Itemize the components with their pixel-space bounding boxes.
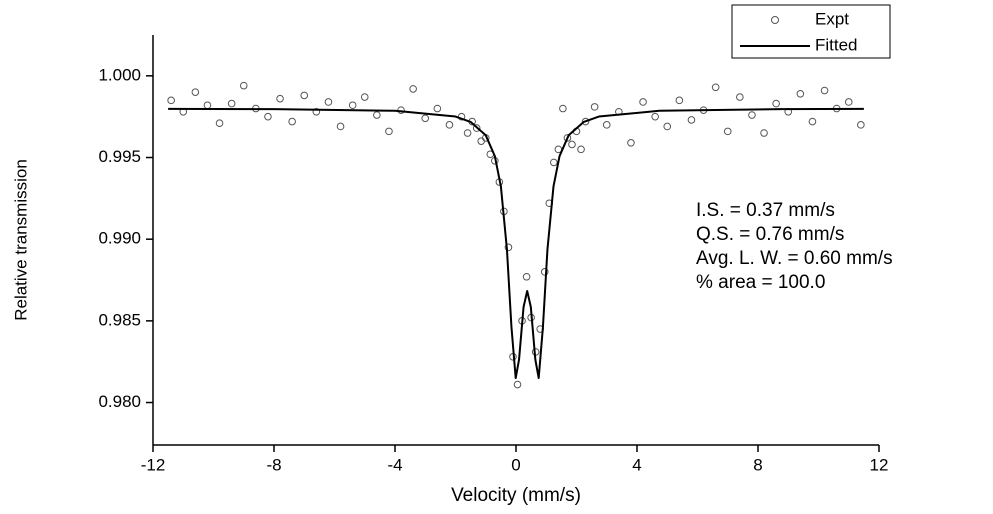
data-point — [288, 117, 296, 126]
legend-label: Expt — [815, 9, 849, 28]
data-point — [663, 122, 672, 131]
data-point — [844, 98, 853, 106]
fit-line — [168, 107, 864, 380]
data-point — [264, 112, 272, 121]
data-point — [276, 94, 284, 103]
annotation: I.S. = 0.37 mm/s — [696, 200, 835, 221]
data-point — [568, 140, 576, 149]
data-point — [191, 88, 200, 96]
data-point — [348, 101, 357, 110]
data-point — [748, 111, 756, 119]
data-point — [651, 112, 659, 121]
data-point — [820, 86, 829, 95]
data-point — [522, 272, 531, 281]
data-point — [563, 134, 572, 142]
data-point — [796, 90, 805, 98]
x-tick-label: 4 — [632, 455, 641, 474]
data-point — [463, 129, 472, 137]
data-point — [687, 116, 696, 124]
y-tick-label: 0.980 — [98, 392, 141, 411]
x-axis-label: Velocity (mm/s) — [451, 485, 581, 506]
data-point — [360, 93, 369, 101]
data-point — [760, 129, 768, 137]
data-point — [312, 107, 321, 116]
data-point — [239, 81, 248, 90]
annotation: Q.S. = 0.76 mm/s — [696, 224, 844, 245]
data-point — [577, 145, 585, 154]
data-point — [723, 127, 732, 136]
x-tick-label: -12 — [141, 455, 166, 474]
data-point — [540, 268, 549, 276]
data-point — [373, 111, 381, 119]
data-point — [772, 99, 780, 108]
x-tick-label: 8 — [753, 455, 762, 474]
y-axis-label: Relative transmission — [11, 159, 30, 321]
data-point — [385, 127, 393, 136]
data-point — [215, 119, 224, 128]
y-tick-label: 0.995 — [98, 147, 141, 166]
y-tick-label: 1.000 — [98, 65, 141, 84]
legend-box — [731, 4, 891, 59]
data-point — [590, 103, 599, 111]
data-point — [336, 122, 345, 131]
data-point — [513, 380, 522, 389]
x-tick-label: 12 — [870, 455, 889, 474]
y-tick-label: 0.990 — [98, 229, 141, 248]
legend-label: Fitted — [815, 35, 858, 54]
data-point — [504, 243, 513, 252]
data-point — [559, 104, 567, 113]
data-point — [167, 96, 175, 105]
data-point — [711, 83, 720, 92]
data-point — [433, 104, 442, 113]
x-tick-label: 0 — [511, 455, 520, 474]
legend-marker — [771, 16, 779, 24]
data-point — [550, 158, 558, 167]
data-point — [736, 93, 744, 101]
data-point — [639, 98, 647, 106]
data-point — [808, 117, 817, 126]
annotation: % area = 100.0 — [696, 272, 825, 293]
y-tick-label: 0.985 — [98, 310, 141, 329]
data-point — [675, 96, 684, 105]
data-point — [602, 121, 611, 129]
data-point — [627, 139, 635, 147]
data-point — [324, 98, 333, 106]
data-point — [300, 91, 309, 100]
data-point — [445, 121, 454, 129]
data-point — [409, 85, 417, 93]
data-point — [477, 137, 486, 145]
annotation: Avg. L. W. = 0.60 mm/s — [696, 248, 893, 269]
data-point — [203, 101, 212, 110]
data-point — [581, 117, 590, 126]
x-tick-label: -4 — [387, 455, 402, 474]
x-tick-label: -8 — [266, 455, 281, 474]
data-point — [227, 99, 236, 108]
data-point — [857, 121, 865, 129]
data-point — [472, 124, 481, 132]
data-point — [421, 114, 430, 123]
